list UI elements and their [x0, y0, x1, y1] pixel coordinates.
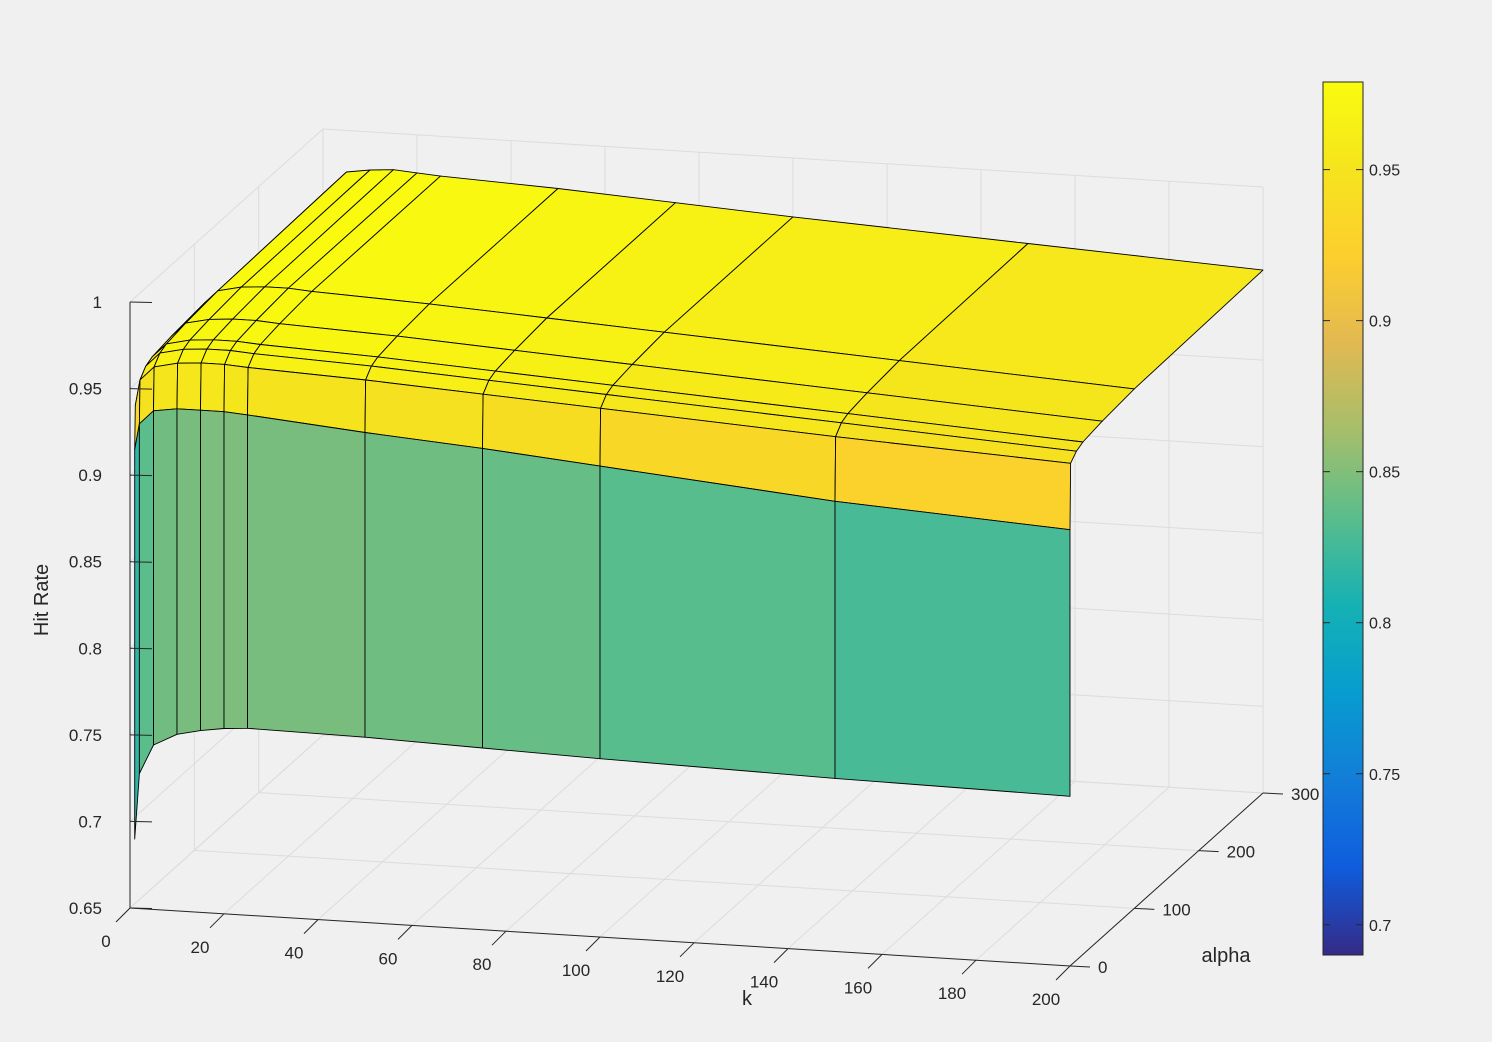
colorbar-tick-label: 0.95 [1369, 163, 1400, 180]
z-tick-label: 0.7 [78, 812, 102, 831]
z-tick [129, 561, 153, 563]
surface-patch [176, 362, 202, 411]
y-tick [1069, 965, 1091, 968]
surface-patch [599, 465, 836, 779]
x-tick [679, 942, 695, 958]
x-tick [773, 948, 789, 963]
y-axis-line [1069, 792, 1264, 967]
grid-line [599, 763, 794, 938]
grid-line [787, 775, 982, 949]
surface-patch [482, 447, 601, 760]
z-tick [129, 474, 153, 477]
z-tick [129, 647, 153, 650]
surface-patch [153, 362, 179, 412]
x-tick-label: 0 [101, 932, 110, 951]
surface-patch [176, 408, 201, 735]
grid-line [505, 757, 700, 932]
z-tick-label: 0.95 [69, 380, 102, 399]
surface-patch [223, 411, 248, 729]
surface-patch [200, 409, 225, 732]
grid-line [223, 740, 418, 915]
x-tick [209, 913, 225, 929]
y-tick-label: 200 [1227, 843, 1255, 862]
z-tick-label: 0.9 [78, 466, 102, 485]
surface-patch [200, 362, 226, 413]
x-tick-label: 140 [750, 973, 778, 992]
x-tick-label: 160 [844, 978, 872, 997]
y-tick [1262, 792, 1284, 795]
z-tick [129, 907, 153, 909]
grid-line [975, 786, 1170, 961]
z-tick-label: 0.75 [69, 726, 102, 745]
x-tick [867, 954, 883, 969]
x-tick-label: 200 [1032, 990, 1060, 1009]
grid-line [322, 128, 1264, 188]
y-tick-label: 100 [1162, 900, 1190, 919]
y-axis-label: alpha [1202, 945, 1252, 967]
grid-line [258, 792, 1199, 852]
x-tick [491, 930, 507, 946]
surface-patch [247, 414, 366, 738]
grid-line [194, 849, 1135, 909]
grid-line [881, 781, 1076, 955]
z-tick [129, 734, 153, 736]
z-axis-label: Hit Rate [31, 564, 53, 636]
surface-patch [153, 408, 178, 746]
x-tick [585, 936, 601, 952]
x-tick [1055, 965, 1071, 981]
x-tick-label: 20 [191, 938, 210, 957]
colorbar-gradient [1322, 81, 1364, 956]
grid-line [411, 752, 606, 926]
x-axis-label: k [742, 988, 753, 1010]
surface-patch [364, 432, 483, 749]
x-tick-label: 180 [938, 984, 966, 1003]
surface-patch [223, 363, 249, 416]
z-tick-label: 0.85 [69, 553, 102, 572]
grid-line [693, 769, 888, 944]
y-tick [1198, 850, 1219, 853]
x-tick [397, 925, 413, 940]
colorbar-tick-label: 0.85 [1369, 465, 1400, 482]
colorbar-tick-label: 0.9 [1369, 314, 1391, 331]
x-tick-label: 100 [562, 961, 590, 980]
surface-plot [134, 169, 1264, 840]
grid-line [317, 746, 512, 920]
surface-patch [138, 410, 154, 774]
z-tick [129, 388, 153, 390]
x-tick [303, 919, 319, 934]
colorbar-tick-label: 0.7 [1369, 918, 1391, 935]
y-tick-label: 300 [1291, 785, 1319, 804]
axes-labels: Hit Rate k alpha [31, 564, 1251, 1010]
x-tick-label: 40 [285, 944, 304, 963]
x-tick-label: 60 [379, 949, 398, 968]
grid-line [129, 734, 324, 909]
x-tick [961, 959, 977, 975]
y-tick-label: 0 [1098, 958, 1107, 977]
surface-patch [834, 500, 1071, 797]
x-tick-label: 80 [473, 955, 492, 974]
z-tick [129, 301, 153, 303]
axes-lines: 0.65 0.7 0.75 0.8 0.85 0.9 0.95 1 0 20 40 60 80 100 12… [69, 293, 1319, 1009]
colorbar: 0.7 0.75 0.8 0.85 0.9 0.95 [1322, 81, 1400, 956]
z-tick-label: 0.65 [69, 899, 102, 918]
y-tick [1134, 907, 1155, 910]
colorbar-tick-label: 0.8 [1369, 616, 1391, 633]
z-tick [129, 820, 153, 823]
z-tick-label: 1 [93, 293, 102, 312]
surface-patch [134, 423, 140, 840]
grid-line [129, 128, 324, 303]
z-tick-label: 0.8 [78, 639, 102, 658]
x-tick [115, 907, 131, 923]
x-tick-label: 120 [656, 967, 684, 986]
colorbar-tick-label: 0.75 [1369, 767, 1400, 784]
